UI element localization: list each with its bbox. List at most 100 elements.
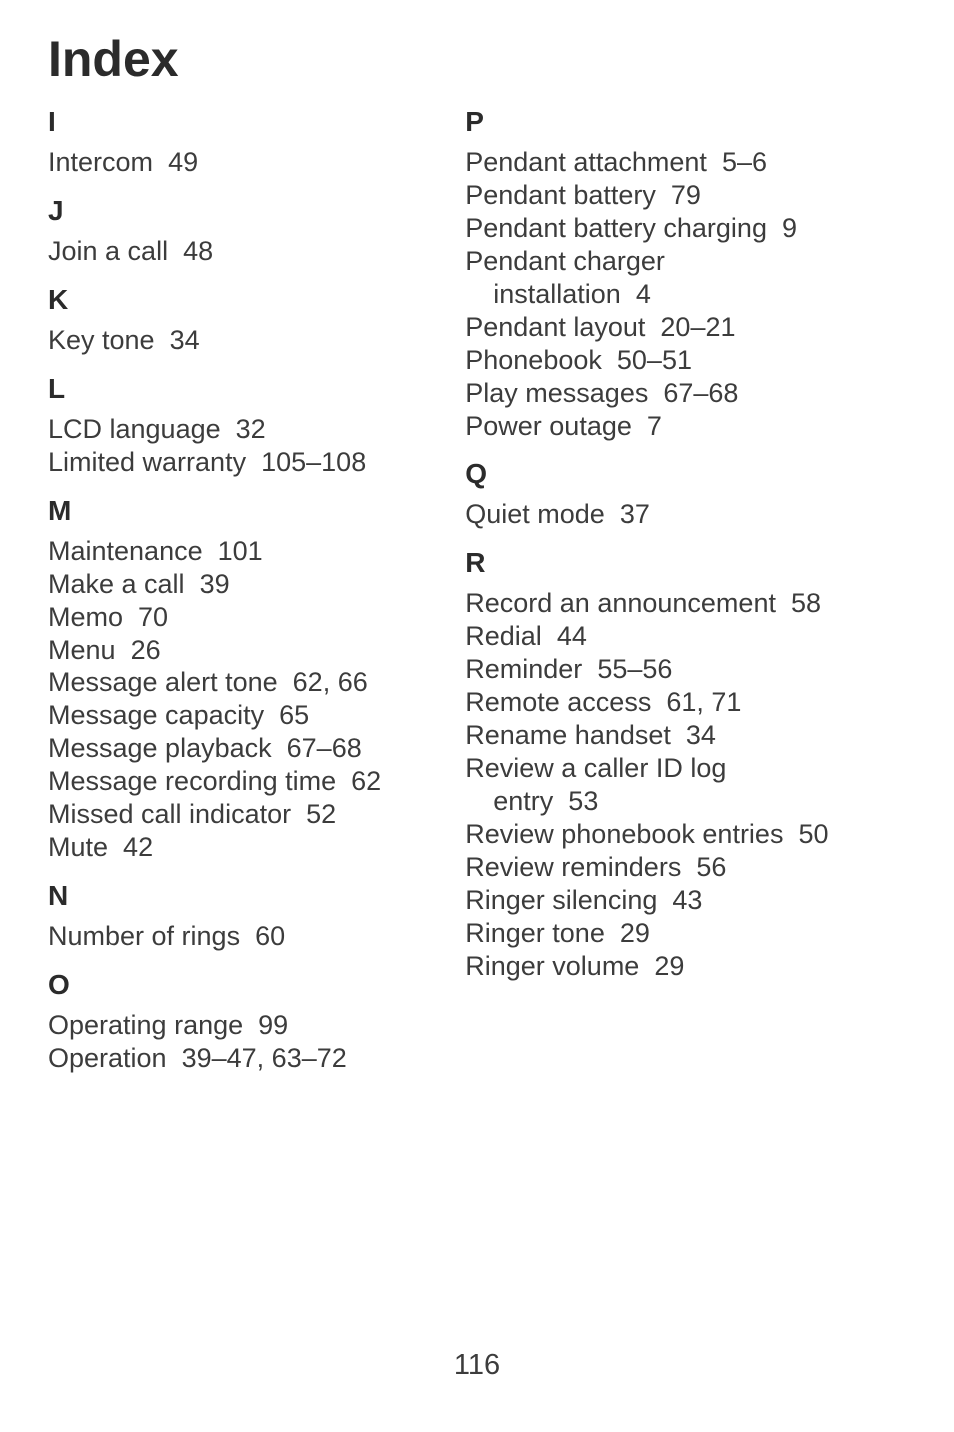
index-entry: Message playback 67–68 <box>48 732 451 765</box>
index-term: Message alert tone <box>48 667 278 697</box>
section-letter-p: P <box>465 106 920 138</box>
section-letter-i: I <box>48 106 451 138</box>
index-term: Message recording time <box>48 766 336 796</box>
index-term: Rename handset <box>465 720 671 750</box>
index-entry: Ringer volume 29 <box>465 950 920 983</box>
index-pages: 32 <box>236 414 266 444</box>
index-entry: Memo 70 <box>48 601 451 634</box>
index-pages: 67–68 <box>287 733 362 763</box>
section-letter-m: M <box>48 495 451 527</box>
index-term: Power outage <box>465 411 632 441</box>
index-pages: 58 <box>791 588 821 618</box>
index-column-left: I Intercom 49 J Join a call 48 K Key ton… <box>48 106 451 1075</box>
index-pages: 39 <box>200 569 230 599</box>
index-entry: LCD language 32 <box>48 413 451 446</box>
index-term: Quiet mode <box>465 499 605 529</box>
index-term: installation <box>493 279 621 309</box>
index-pages: 48 <box>183 236 213 266</box>
index-term: Pendant layout <box>465 312 645 342</box>
page-title: Index <box>48 30 906 88</box>
index-entry: Rename handset 34 <box>465 719 920 752</box>
index-pages: 60 <box>255 921 285 951</box>
index-term: Message capacity <box>48 700 264 730</box>
index-term: Record an announcement <box>465 588 776 618</box>
index-term: Number of rings <box>48 921 240 951</box>
index-entry: Mute 42 <box>48 831 451 864</box>
index-term: Memo <box>48 602 123 632</box>
index-term: Intercom <box>48 147 153 177</box>
index-entry: Play messages 67–68 <box>465 377 920 410</box>
index-term: LCD language <box>48 414 221 444</box>
index-entry: Message recording time 62 <box>48 765 451 798</box>
index-term: Pendant charger <box>465 246 665 276</box>
index-entry: Pendant charger <box>465 245 920 278</box>
index-entry: Record an announcement 58 <box>465 587 920 620</box>
index-pages: 55–56 <box>597 654 672 684</box>
index-entry: Operating range 99 <box>48 1009 451 1042</box>
index-pages: 99 <box>258 1010 288 1040</box>
index-pages: 29 <box>654 951 684 981</box>
index-pages: 67–68 <box>663 378 738 408</box>
section-letter-k: K <box>48 284 451 316</box>
index-term: Review a caller ID log <box>465 753 726 783</box>
section-letter-o: O <box>48 969 451 1001</box>
index-entry: Key tone 34 <box>48 324 451 357</box>
index-pages: 53 <box>568 786 598 816</box>
index-entry: Message capacity 65 <box>48 699 451 732</box>
index-pages: 101 <box>218 536 263 566</box>
index-column-right: P Pendant attachment 5–6 Pendant battery… <box>465 106 920 1075</box>
index-pages: 43 <box>672 885 702 915</box>
index-entry: Number of rings 60 <box>48 920 451 953</box>
index-term: Make a call <box>48 569 185 599</box>
index-term: Mute <box>48 832 108 862</box>
index-pages: 7 <box>647 411 662 441</box>
index-term: Ringer tone <box>465 918 605 948</box>
index-entry: Limited warranty 105–108 <box>48 446 451 479</box>
index-pages: 62, 66 <box>293 667 368 697</box>
index-entry: Pendant attachment 5–6 <box>465 146 920 179</box>
index-term: Pendant battery <box>465 180 656 210</box>
index-pages: 42 <box>123 832 153 862</box>
index-pages: 105–108 <box>261 447 366 477</box>
index-entry: Review reminders 56 <box>465 851 920 884</box>
index-entry: Reminder 55–56 <box>465 653 920 686</box>
index-term: Ringer volume <box>465 951 639 981</box>
index-pages: 79 <box>671 180 701 210</box>
index-entry: Review a caller ID log <box>465 752 920 785</box>
index-term: Review reminders <box>465 852 681 882</box>
section-letter-r: R <box>465 547 920 579</box>
index-term: entry <box>493 786 553 816</box>
index-pages: 70 <box>138 602 168 632</box>
index-entry: Ringer tone 29 <box>465 917 920 950</box>
index-term: Maintenance <box>48 536 203 566</box>
index-pages: 50–51 <box>617 345 692 375</box>
index-columns: I Intercom 49 J Join a call 48 K Key ton… <box>48 106 906 1075</box>
index-term: Operation <box>48 1043 167 1073</box>
index-term: Message playback <box>48 733 272 763</box>
index-term: Join a call <box>48 236 168 266</box>
index-term: Phonebook <box>465 345 602 375</box>
index-term: Pendant battery charging <box>465 213 767 243</box>
index-entry: Message alert tone 62, 66 <box>48 666 451 699</box>
index-term: Ringer silencing <box>465 885 657 915</box>
index-pages: 61, 71 <box>666 687 741 717</box>
index-pages: 50 <box>798 819 828 849</box>
index-pages: 9 <box>782 213 797 243</box>
index-entry: entry 53 <box>465 785 920 818</box>
index-term: Operating range <box>48 1010 243 1040</box>
index-term: Play messages <box>465 378 648 408</box>
index-entry: Missed call indicator 52 <box>48 798 451 831</box>
index-entry: Quiet mode 37 <box>465 498 920 531</box>
index-pages: 29 <box>620 918 650 948</box>
index-entry: Review phonebook entries 50 <box>465 818 920 851</box>
index-entry: Remote access 61, 71 <box>465 686 920 719</box>
index-entry: Redial 44 <box>465 620 920 653</box>
index-pages: 34 <box>170 325 200 355</box>
index-term: Menu <box>48 635 116 665</box>
index-pages: 62 <box>351 766 381 796</box>
index-pages: 20–21 <box>660 312 735 342</box>
index-pages: 65 <box>279 700 309 730</box>
index-entry: Intercom 49 <box>48 146 451 179</box>
index-pages: 44 <box>557 621 587 651</box>
index-entry: Power outage 7 <box>465 410 920 443</box>
